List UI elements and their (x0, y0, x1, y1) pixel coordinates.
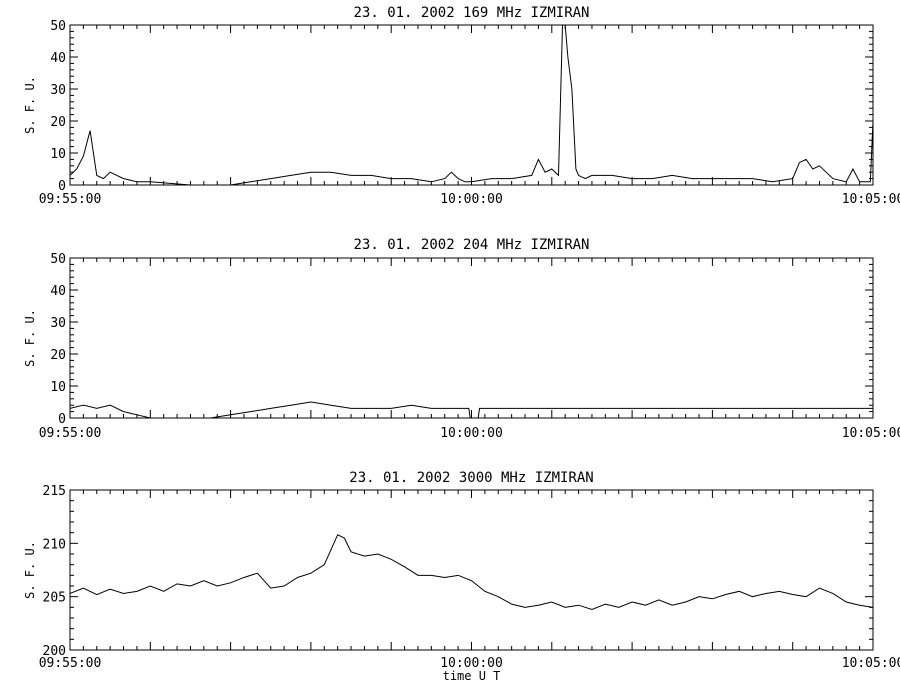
y-tick-label: 40 (50, 51, 66, 66)
chart-panel-3: 23. 01. 2002 3000 MHz IZMIRAN 200 205 210 21… (23, 470, 900, 683)
series-line-1 (70, 534, 873, 611)
x-tick-label: 10:00:00 (440, 192, 503, 207)
x-tick-label: 10:05:00 (842, 192, 900, 207)
y-tick-label: 40 (50, 284, 66, 299)
y-tick-label: 10 (50, 380, 66, 395)
y-tick-label: 210 (43, 537, 66, 552)
y-tick-label: 205 (43, 591, 66, 606)
y-tick-label: 215 (43, 484, 66, 499)
x-tick-label: 09:55:00 (39, 192, 102, 207)
x-tick-label: 09:55:00 (39, 656, 102, 671)
plot-frame (69, 24, 874, 186)
y-tick-label: 200 (43, 644, 66, 659)
chart-panel-2: 23. 01. 2002 204 MHz IZMIRAN 0 10 20 30 40 50 0… (23, 237, 900, 441)
x-tick-label: 10:05:00 (842, 656, 900, 671)
y-axis-label: S. F. U. (23, 309, 37, 367)
x-tick-label: 09:55:00 (39, 426, 102, 441)
plot-frame (69, 257, 874, 419)
series-line-1 (70, 25, 873, 185)
y-tick-label: 0 (58, 179, 66, 194)
y-tick-label: 30 (50, 316, 66, 331)
y-tick-label: 30 (50, 83, 66, 98)
chart-title: 23. 01. 2002 169 MHz IZMIRAN (353, 5, 589, 21)
x-tick-label: 10:05:00 (842, 426, 900, 441)
x-tick-label: 10:00:00 (440, 426, 503, 441)
y-tick-label: 20 (50, 348, 66, 363)
y-tick-label: 0 (58, 412, 66, 427)
x-tick-label: 10:00:00 (440, 656, 503, 671)
y-tick-label: 50 (50, 252, 66, 267)
series-line-1 (70, 401, 873, 418)
y-axis-label: S. F. U. (23, 76, 37, 134)
y-tick-label: 50 (50, 19, 66, 34)
y-tick-label: 20 (50, 115, 66, 130)
y-axis-label: S. F. U. (23, 541, 37, 599)
chart-title: 23. 01. 2002 204 MHz IZMIRAN (353, 237, 589, 253)
chart-panel-1: 23. 01. 2002 169 MHz IZMIRAN 0 10 20 30 40 50 0… (23, 5, 900, 207)
chart-title: 23. 01. 2002 3000 MHz IZMIRAN (349, 470, 593, 486)
plot-frame (69, 489, 874, 651)
x-axis-label: time U T (443, 669, 501, 683)
y-tick-label: 10 (50, 147, 66, 162)
